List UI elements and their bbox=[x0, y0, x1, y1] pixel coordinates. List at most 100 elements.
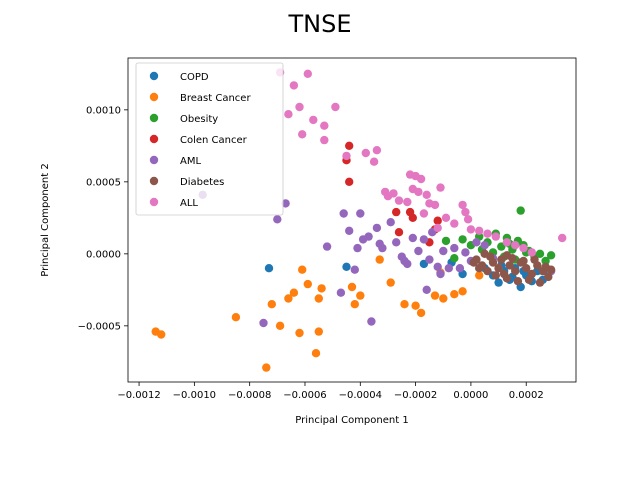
point-1-27 bbox=[439, 294, 448, 303]
point-6-31 bbox=[463, 215, 473, 224]
point-5-21 bbox=[502, 274, 512, 283]
point-5-22 bbox=[513, 277, 523, 286]
x-tick-label-1: −0.0010 bbox=[173, 390, 216, 401]
legend-marker-5 bbox=[149, 176, 159, 186]
y-axis-ticks: −0.0005 0.0000 0.0005 0.0010 bbox=[78, 105, 128, 332]
point-6-39 bbox=[527, 248, 536, 257]
legend-label-6: ALL bbox=[180, 198, 198, 209]
point-6-4 bbox=[284, 110, 293, 119]
point-4-20 bbox=[419, 235, 429, 244]
x-tick-label-2: −0.0008 bbox=[228, 390, 271, 401]
point-4-6 bbox=[345, 226, 354, 235]
point-6-20 bbox=[416, 174, 426, 184]
point-3-6 bbox=[408, 213, 417, 222]
point-6-40 bbox=[558, 233, 567, 243]
point-1-3 bbox=[262, 363, 271, 372]
point-5-28 bbox=[502, 251, 512, 260]
point-5-13 bbox=[544, 272, 553, 282]
point-6-3 bbox=[295, 102, 304, 112]
point-0-7 bbox=[494, 278, 503, 287]
point-1-22 bbox=[416, 308, 426, 318]
point-4-26 bbox=[450, 243, 459, 253]
point-6-34 bbox=[483, 229, 492, 238]
point-4-38 bbox=[422, 285, 431, 294]
x-axis-ticks: −0.0012 −0.0010 −0.0008 −0.0006 −0.0004 −0.00… bbox=[117, 382, 544, 401]
point-5-6 bbox=[505, 261, 514, 270]
point-4-4 bbox=[322, 242, 332, 251]
point-6-29 bbox=[458, 200, 467, 210]
point-6-9 bbox=[320, 135, 329, 145]
point-6-12 bbox=[372, 146, 382, 155]
y-tick-label-0: −0.0005 bbox=[78, 321, 121, 332]
series-5 bbox=[469, 249, 556, 287]
point-1-17 bbox=[356, 291, 365, 300]
point-1-14 bbox=[317, 284, 326, 293]
x-tick-label-5: −0.0002 bbox=[394, 390, 437, 401]
point-6-42 bbox=[419, 209, 429, 218]
legend-label-1: Breast Cancer bbox=[180, 93, 251, 104]
series-6 bbox=[275, 68, 567, 257]
point-4-37 bbox=[400, 256, 409, 266]
point-6-43 bbox=[433, 223, 442, 233]
point-1-18 bbox=[375, 255, 384, 264]
point-3-4 bbox=[394, 228, 404, 237]
point-6-1 bbox=[303, 69, 312, 79]
point-2-0 bbox=[516, 206, 525, 215]
point-4-13 bbox=[378, 243, 387, 253]
chart-title: TNSE bbox=[287, 10, 351, 38]
point-1-23 bbox=[430, 291, 440, 300]
point-1-2 bbox=[231, 313, 241, 322]
point-1-19 bbox=[386, 278, 395, 287]
point-6-17 bbox=[394, 196, 404, 205]
point-4-28 bbox=[461, 248, 470, 257]
point-6-23 bbox=[422, 190, 431, 199]
point-6-32 bbox=[466, 225, 476, 234]
point-2-1 bbox=[441, 236, 451, 246]
point-4-39 bbox=[436, 269, 445, 279]
point-5-9 bbox=[522, 264, 531, 273]
point-1-5 bbox=[275, 321, 285, 330]
point-5-18 bbox=[530, 255, 539, 264]
point-1-6 bbox=[284, 294, 293, 303]
point-3-3 bbox=[392, 207, 401, 217]
point-1-12 bbox=[314, 294, 323, 303]
point-4-15 bbox=[392, 238, 401, 247]
point-6-26 bbox=[436, 183, 445, 192]
point-6-13 bbox=[369, 157, 379, 166]
point-4-8 bbox=[356, 209, 365, 218]
point-4-27 bbox=[455, 264, 465, 273]
point-0-0 bbox=[264, 264, 274, 273]
point-5-2 bbox=[483, 266, 492, 276]
point-5-25 bbox=[475, 264, 484, 273]
point-4-10 bbox=[364, 232, 373, 241]
point-3-2 bbox=[345, 177, 354, 186]
point-2-15 bbox=[535, 249, 545, 258]
x-tick-label-7: 0.0002 bbox=[509, 390, 544, 401]
point-4-24 bbox=[439, 246, 448, 256]
point-4-23 bbox=[433, 262, 442, 271]
point-1-26 bbox=[475, 271, 484, 280]
point-6-22 bbox=[414, 187, 423, 197]
legend-frame bbox=[135, 62, 284, 216]
legend-label-4: AML bbox=[180, 156, 201, 167]
point-1-1 bbox=[157, 330, 166, 339]
point-4-34 bbox=[367, 317, 376, 326]
point-5-27 bbox=[480, 249, 489, 258]
point-6-11 bbox=[361, 148, 370, 158]
point-1-25 bbox=[458, 287, 467, 296]
point-1-9 bbox=[298, 265, 307, 274]
x-axis-label: Principal Component 1 bbox=[295, 415, 408, 426]
point-4-1 bbox=[273, 215, 282, 224]
point-1-8 bbox=[295, 328, 304, 338]
y-tick-label-1: 0.0000 bbox=[86, 249, 121, 260]
point-6-28 bbox=[450, 219, 459, 228]
points-layer bbox=[151, 68, 567, 372]
point-6-7 bbox=[320, 121, 329, 130]
point-6-27 bbox=[441, 213, 451, 222]
point-6-38 bbox=[519, 243, 528, 253]
point-5-20 bbox=[491, 271, 500, 280]
legend-marker-1 bbox=[149, 92, 159, 102]
point-6-8 bbox=[298, 130, 307, 139]
